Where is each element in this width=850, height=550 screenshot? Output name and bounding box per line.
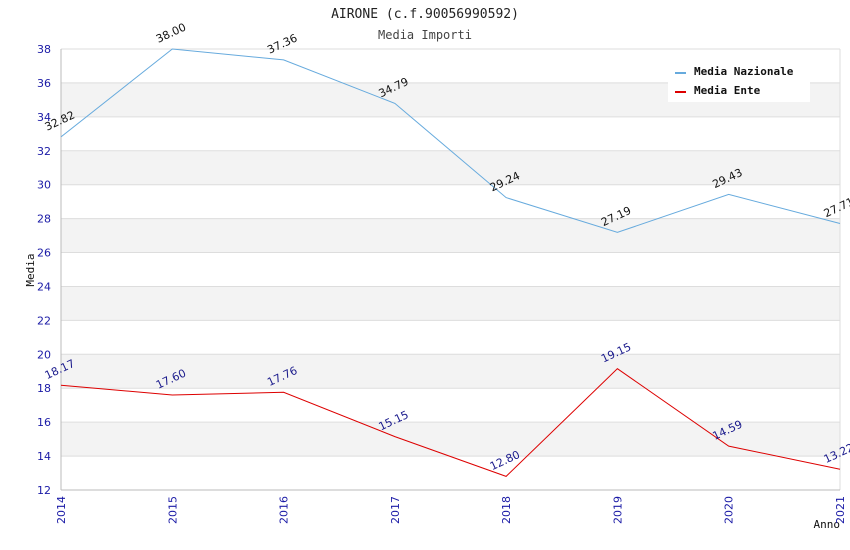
- chart-subtitle: Media Importi: [378, 28, 472, 42]
- y-tick-label: 28: [37, 213, 51, 226]
- y-tick-label: 12: [37, 484, 51, 497]
- series-line-media-ente: [60, 368, 841, 477]
- y-tick-label: 32: [37, 145, 51, 158]
- y-tick-label: 18: [37, 382, 51, 395]
- grid-band: [61, 422, 840, 457]
- legend-background: [668, 60, 810, 102]
- x-tick-label: 2021: [834, 496, 847, 524]
- y-tick-label: 20: [37, 348, 51, 361]
- series-line-media-nazionale: [60, 48, 841, 233]
- x-axis-label: Anno: [814, 518, 841, 531]
- chart-title: AIRONE (c.f.90056990592): [331, 7, 519, 22]
- y-tick-label: 30: [37, 179, 51, 192]
- grid-band: [61, 320, 840, 355]
- grid-band: [61, 354, 840, 389]
- grid-band: [61, 286, 840, 321]
- x-tick-label: 2016: [278, 496, 291, 524]
- legend: Media Nazionale Media Ente: [668, 60, 810, 102]
- x-tick-label: 2015: [166, 496, 179, 524]
- grid-bands: [61, 49, 840, 490]
- y-tick-label: 22: [37, 314, 51, 327]
- grid-band: [61, 116, 840, 151]
- y-tick-label: 16: [37, 416, 51, 429]
- data-label: 38.00: [154, 21, 188, 46]
- y-tick-label: 14: [37, 450, 51, 463]
- y-tick-label: 36: [37, 77, 51, 90]
- grid-band: [61, 388, 840, 423]
- y-tick-label: 24: [37, 280, 51, 293]
- grid-band: [61, 456, 840, 490]
- x-tick-label: 2018: [500, 496, 513, 524]
- y-tick-label: 26: [37, 247, 51, 260]
- legend-label-ente: Media Ente: [694, 84, 761, 97]
- x-tick-label: 2020: [723, 496, 736, 524]
- y-axis-label: Media: [24, 253, 37, 286]
- y-tick-label: 38: [37, 43, 51, 56]
- grid-band: [61, 252, 840, 287]
- legend-label-nazionale: Media Nazionale: [694, 65, 794, 78]
- y-tick-labels: 12 14 16 18 20 22 24 26 28 30 32 34 36 38: [37, 43, 51, 497]
- x-tick-label: 2017: [389, 496, 402, 524]
- x-tick-label: 2014: [55, 496, 68, 524]
- y-tick-label: 34: [37, 111, 51, 124]
- x-tick-label: 2019: [611, 496, 624, 524]
- grid-band: [61, 150, 840, 185]
- grid-band: [61, 218, 840, 253]
- grid-band: [61, 184, 840, 219]
- x-tick-labels: 2014 2015 2016 2017 2018 2019 2020 2021: [55, 496, 847, 524]
